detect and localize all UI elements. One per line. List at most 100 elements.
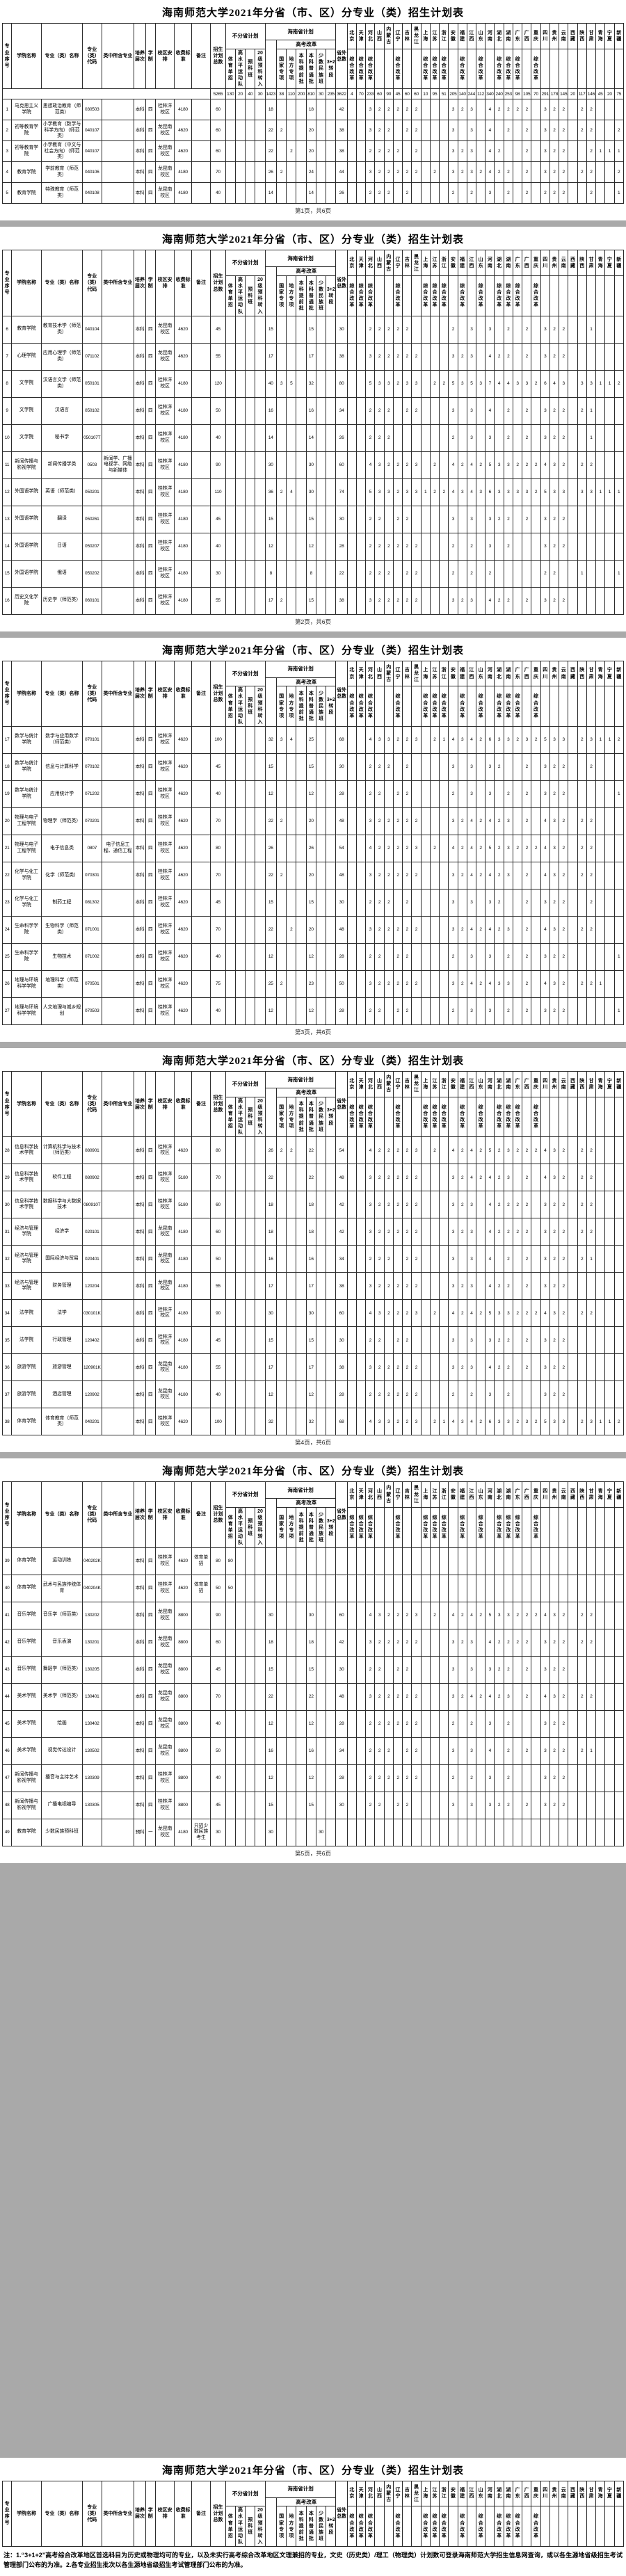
major-code: 130202 (82, 1601, 102, 1629)
plan-cell (586, 342, 597, 371)
plan-cell (245, 1818, 256, 1846)
major-code: 070201 (82, 807, 102, 835)
province-reform-flag (559, 686, 569, 727)
plan-cell: 38 (335, 120, 348, 142)
fee: 4620 (174, 780, 192, 808)
plan-cell (245, 1547, 256, 1575)
plan-cell (420, 396, 431, 425)
province-reform-flag (540, 1507, 550, 1548)
page-title: 海南师范大学2021年分省（市、区）分专业（类）招生计划表 (161, 645, 464, 657)
college-name: 生命科学学院 (11, 942, 42, 971)
plan-cell: 1 (586, 396, 597, 425)
plan-cell (296, 1709, 307, 1738)
contained-majors (101, 182, 135, 204)
contained-majors (101, 1709, 135, 1738)
plan-cell (225, 315, 236, 344)
plan-cell: 2 (411, 99, 422, 121)
plan-cell (326, 120, 337, 142)
plan-cell: 3 (466, 888, 477, 917)
province-header: 辽宁 (392, 660, 403, 687)
plan-cell: 3 (411, 834, 422, 862)
plan-cell (346, 1791, 357, 1819)
plan-cell: 60 (335, 1601, 348, 1629)
plan-cell (411, 1818, 422, 1846)
row-no: 18 (1, 752, 13, 781)
plan-cell: 2 (522, 451, 532, 479)
plan-cell (286, 780, 297, 808)
plan-cell (429, 1682, 440, 1711)
plan-cell (286, 1764, 297, 1792)
plan-cell: 40 (245, 88, 256, 100)
level: 本科 (134, 1272, 146, 1301)
plan-cell: 42 (335, 1628, 348, 1657)
plan-cell (439, 1136, 449, 1165)
plan-cell (494, 396, 504, 425)
plan-cell: 3 (275, 725, 287, 754)
contained-majors (101, 586, 135, 615)
major-code: 030101K (82, 1299, 102, 1328)
level: 本科 (134, 1353, 146, 1382)
plan-cell: 4 (540, 1136, 550, 1165)
plan-cell (604, 915, 615, 944)
plan-cell (315, 1299, 327, 1328)
plan-cell (255, 120, 266, 142)
province-reform-flag (374, 686, 385, 727)
plan-cell (355, 1709, 367, 1738)
fee: 8800 (174, 1655, 192, 1684)
province-reform-flag (586, 1507, 597, 1548)
province-header: 吉林 (402, 1481, 412, 1508)
major-row: 3 初等教育学院 小学教育（中文与社会方向）（师范类） 040107 本科四龙昆南校区 4… (1, 140, 625, 163)
province-header: 宁夏 (604, 23, 615, 49)
plan-cell: 3 (365, 161, 376, 184)
plan-cell (604, 1272, 615, 1301)
plan-cell: 3 (365, 120, 376, 142)
column-header: 校区安排 (154, 1481, 175, 1548)
plan-cell: 22 (264, 120, 277, 142)
province-header: 四川 (540, 660, 550, 687)
plan-cell (429, 505, 440, 533)
years: 四 (145, 1353, 156, 1382)
plan-cell (568, 1547, 578, 1575)
plan-cell (275, 1299, 287, 1328)
province-reform-flag: 综合改革 (365, 1507, 376, 1548)
plan-cell (604, 1218, 615, 1246)
plan-cell (429, 969, 440, 998)
plan-cell: 3 (448, 915, 458, 944)
column-header: 专业（类）名称 (40, 250, 83, 316)
plan-cell: 2 (559, 396, 569, 425)
plan-cell: 2 (531, 478, 541, 506)
plan-cell: 2 (559, 1218, 569, 1246)
college-name: 数学与统计学院 (11, 725, 42, 754)
plan-cell (286, 1628, 297, 1657)
plan-cell: 1 (604, 140, 615, 163)
plan-cell: 1 (586, 424, 597, 452)
years: 四 (145, 725, 156, 754)
plan-cell (429, 780, 440, 808)
plan-cell: 3 (540, 1218, 550, 1246)
plan-cell (568, 586, 578, 615)
column-header: 地方专项 (286, 2506, 297, 2547)
plan-cell (286, 532, 297, 561)
plan-cell (503, 559, 513, 588)
plan-cell: 1 (613, 942, 625, 971)
plan-cell: 2 (402, 1299, 412, 1328)
plan-cell: 2 (365, 140, 376, 163)
plan-cell: 22 (305, 1682, 316, 1711)
contained-majors (101, 1737, 135, 1765)
plan-cell (512, 1818, 523, 1846)
province-header: 湖南 (503, 2480, 513, 2507)
row-total: 100 (210, 725, 226, 754)
province-reform-flag: 综合改革 (420, 275, 431, 316)
province-header: 西藏 (568, 23, 578, 49)
row-no: 16 (1, 586, 13, 615)
plan-cell (355, 1326, 367, 1355)
plan-cell (245, 1574, 256, 1602)
plan-cell (604, 780, 615, 808)
college-name: 法学院 (11, 1326, 42, 1355)
plan-cell (315, 1574, 327, 1602)
plan-cell: 2 (457, 586, 467, 615)
plan-cell: 2 (586, 1218, 597, 1246)
row-total: 30 (210, 1818, 226, 1846)
plan-cell (411, 1655, 422, 1684)
fee: 5180 (174, 1164, 192, 1192)
